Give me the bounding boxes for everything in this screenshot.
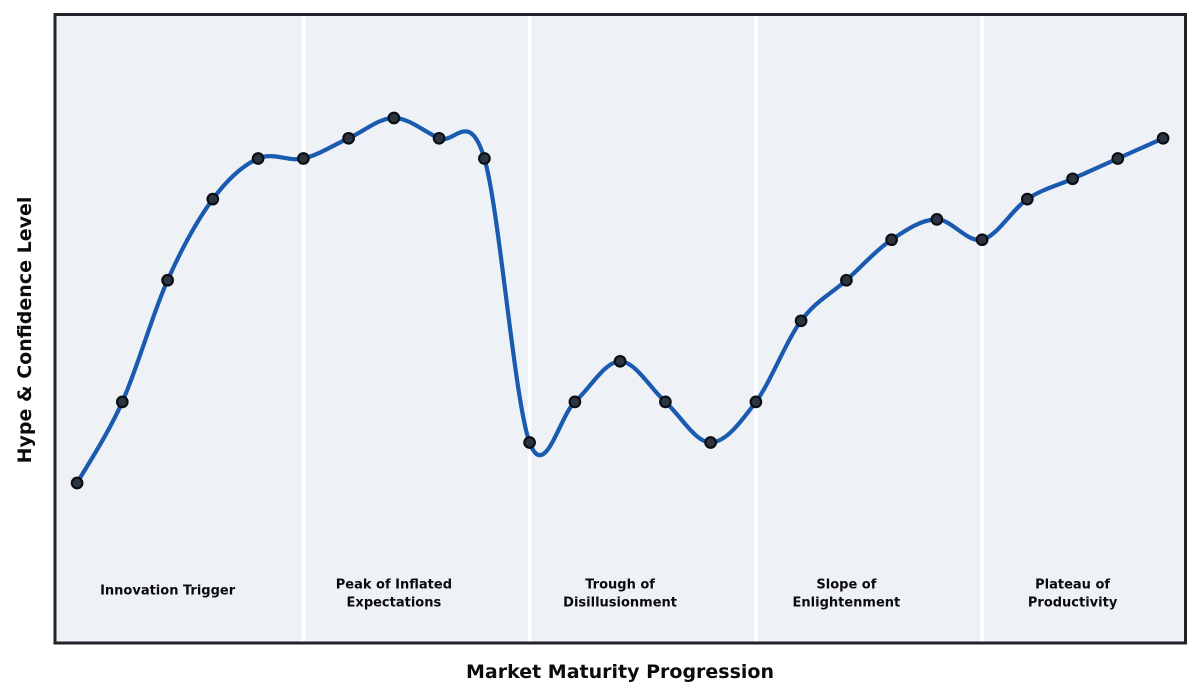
phase-label: Trough of	[585, 578, 655, 593]
data-point-marker	[659, 395, 672, 409]
data-point-marker	[342, 131, 355, 145]
data-point-marker	[568, 395, 582, 409]
data-point-marker	[1156, 131, 1170, 145]
data-point-marker	[1020, 192, 1034, 206]
data-point-marker	[840, 273, 853, 287]
data-point-marker	[749, 395, 763, 409]
data-point-marker	[523, 436, 536, 449]
phase-label: Slope of	[816, 578, 876, 593]
phase-label: Peak of Inflated	[336, 578, 452, 593]
data-point-marker	[251, 152, 265, 165]
data-point-marker	[115, 395, 129, 409]
data-point-marker	[432, 131, 446, 145]
data-point-marker	[794, 314, 808, 328]
data-point-marker	[161, 273, 174, 287]
data-point-marker	[885, 233, 898, 247]
phase-label: Plateau of	[1035, 578, 1110, 593]
data-point-marker	[975, 233, 989, 247]
data-point-marker	[1066, 172, 1079, 186]
data-point-marker	[70, 476, 84, 490]
plot-area	[53, 13, 1187, 645]
data-point-marker	[478, 152, 491, 165]
data-point-marker	[1111, 152, 1125, 165]
data-point-marker	[297, 152, 310, 165]
data-point-marker	[704, 436, 717, 449]
data-point-marker	[387, 111, 401, 125]
phase-label: Productivity	[1028, 596, 1118, 611]
phase-label: Expectations	[347, 596, 442, 611]
phase-label: Enlightenment	[793, 596, 901, 611]
y-axis-label: Hype & Confidence Level	[14, 196, 36, 464]
phase-label: Disillusionment	[563, 596, 677, 611]
data-point-marker	[930, 213, 944, 226]
data-point-marker	[206, 192, 220, 206]
data-point-marker	[613, 354, 627, 368]
x-axis-label: Market Maturity Progression	[465, 661, 775, 683]
phase-label: Innovation Trigger	[100, 584, 236, 599]
